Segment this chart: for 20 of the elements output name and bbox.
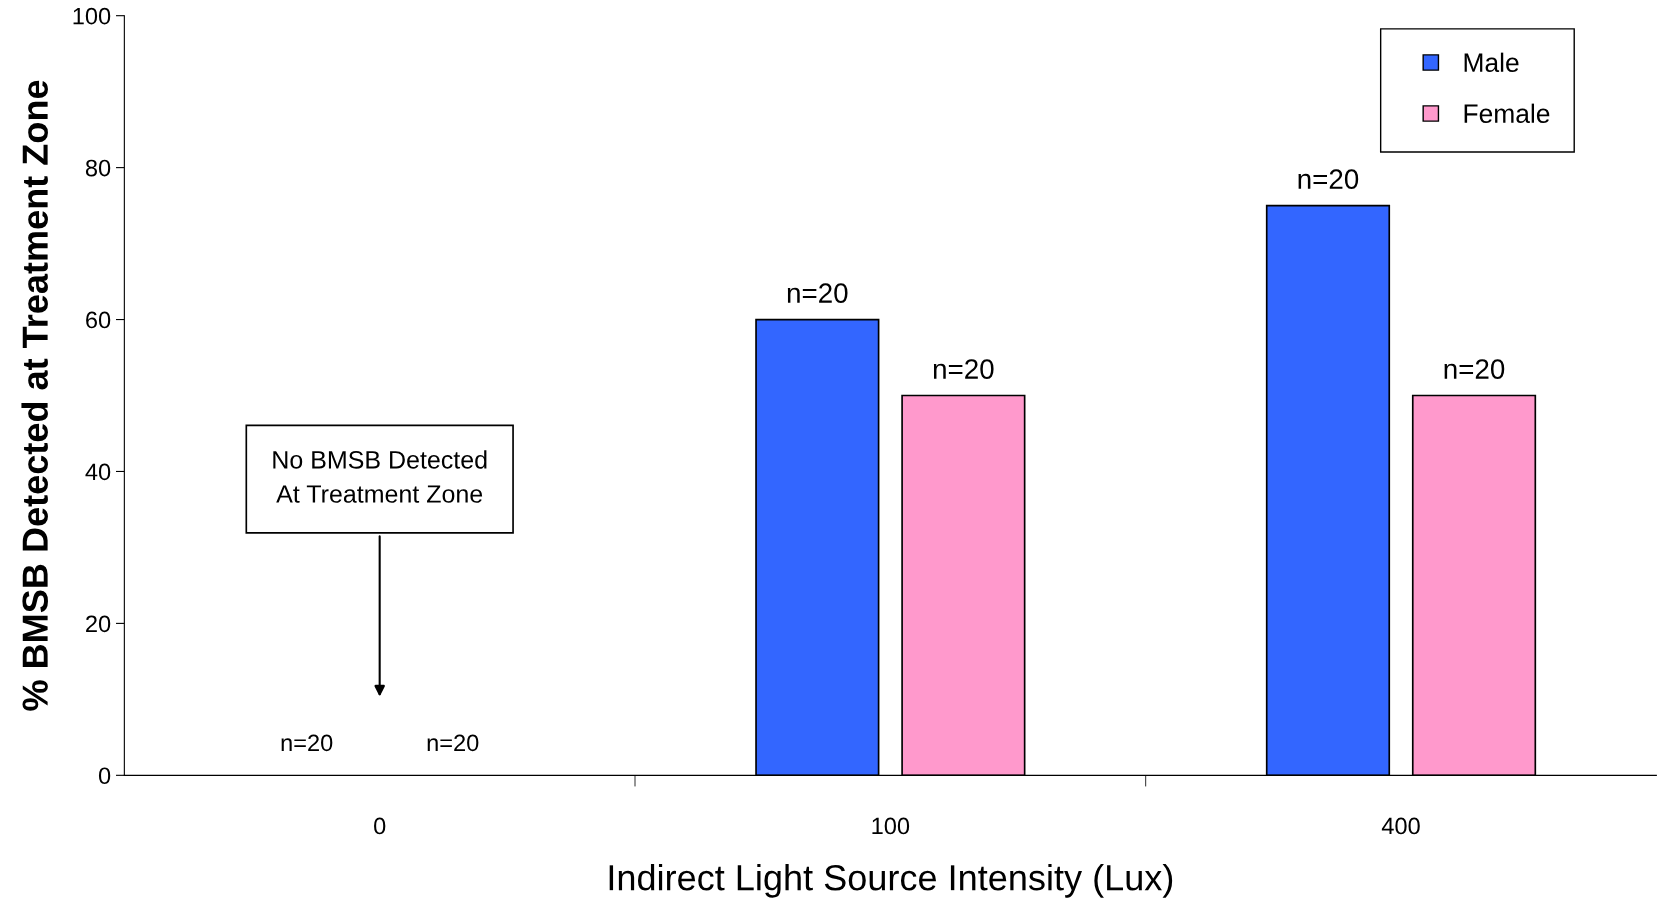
annotation: n=20: [427, 734, 479, 752]
y-tick-label: 20: [86, 615, 111, 633]
annotation: n=20: [787, 283, 848, 303]
x-axis-title: Indirect Light Source Intensity (Lux): [609, 864, 1173, 898]
legend-label: Male: [1464, 52, 1519, 73]
legend-label: Female: [1464, 103, 1550, 124]
y-tick-label: 0: [98, 767, 111, 785]
annotation: n=20: [1444, 359, 1505, 379]
annotation: n=20: [1298, 169, 1359, 189]
annotation: n=20: [933, 359, 994, 379]
y-tick-label: 40: [85, 463, 111, 481]
x-tick-label: 100: [872, 817, 910, 835]
x-tick-label: 400: [1381, 817, 1420, 835]
x-tick-label: 0: [374, 817, 386, 835]
y-axis-title: % BMSB Detected at Treatment Zone: [21, 80, 48, 711]
y-tick-label: 60: [86, 311, 111, 329]
y-tick-label: 100: [73, 7, 111, 25]
annotation: n=20: [281, 734, 333, 752]
y-tick-label: 80: [85, 159, 111, 177]
annotation: No BMSB Detected At Treatment Zone: [273, 450, 487, 503]
